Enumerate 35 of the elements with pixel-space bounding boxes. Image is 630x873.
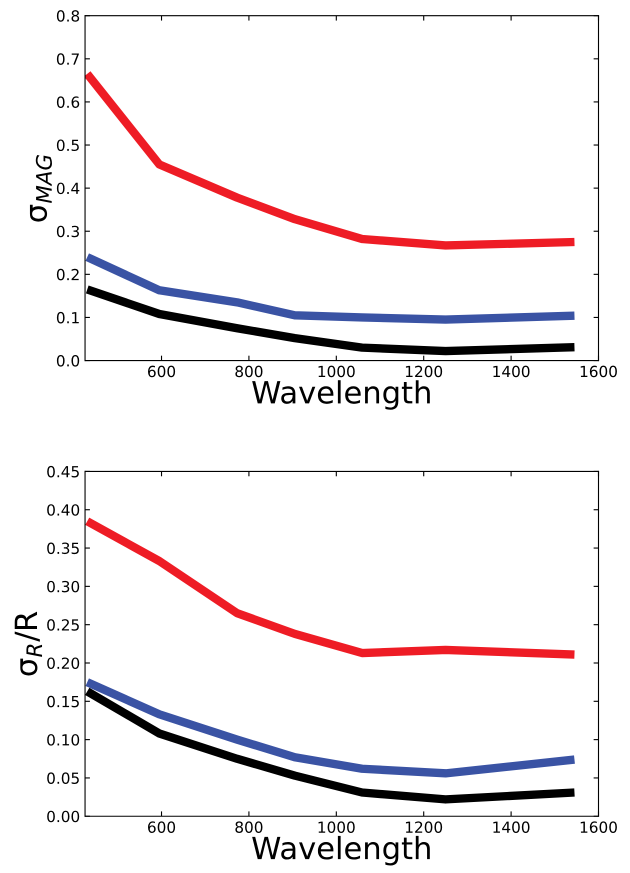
x-tick-label: 600 xyxy=(148,821,176,833)
x-tick-label: 1200 xyxy=(406,366,442,378)
x-tick-label: 800 xyxy=(235,366,262,378)
y-axis-title: σ$_{MAG}$ xyxy=(30,155,52,222)
y-tick-label: 0.1 xyxy=(56,312,79,324)
x-tick-label: 1000 xyxy=(318,821,355,833)
x-tick-label: 1000 xyxy=(318,366,355,378)
x-tick-label: 800 xyxy=(235,821,262,833)
y-tick-label: 0.3 xyxy=(56,226,79,238)
y-tick-label: 0.6 xyxy=(56,96,80,108)
x-axis-title: Wavelength xyxy=(252,380,430,410)
y-tick-label: 0.30 xyxy=(47,580,80,592)
y-tick-label: 0.4 xyxy=(56,182,80,194)
y-tick-label: 0.00 xyxy=(47,810,80,822)
x-tick-label: 1400 xyxy=(493,366,530,378)
y-tick-label: 0.5 xyxy=(56,139,79,152)
y-tick-label: 0.2 xyxy=(56,268,79,280)
x-tick-label: 1400 xyxy=(493,821,530,833)
y-tick-label: 0.7 xyxy=(56,53,79,65)
y-tick-label: 0.45 xyxy=(47,466,79,478)
y-tick-label: 0.25 xyxy=(47,619,79,631)
y-tick-label: 0.8 xyxy=(56,10,80,22)
x-tick-label: 600 xyxy=(148,366,176,378)
y-tick-label: 0.40 xyxy=(47,504,80,516)
x-tick-label: 1600 xyxy=(580,366,617,378)
y-axis-title: σ$_{R}$/R xyxy=(14,612,42,676)
x-tick-label: 1600 xyxy=(580,821,617,833)
y-tick-label: 0.35 xyxy=(47,542,79,554)
x-axis-title: Wavelength xyxy=(252,836,430,866)
x-tick-label: 1200 xyxy=(406,821,442,833)
y-tick-label: 0.0 xyxy=(56,355,80,367)
y-tick-label: 0.05 xyxy=(47,772,79,784)
y-tick-label: 0.10 xyxy=(47,734,80,746)
y-tick-label: 0.15 xyxy=(47,696,79,708)
y-tick-label: 0.20 xyxy=(47,657,80,670)
